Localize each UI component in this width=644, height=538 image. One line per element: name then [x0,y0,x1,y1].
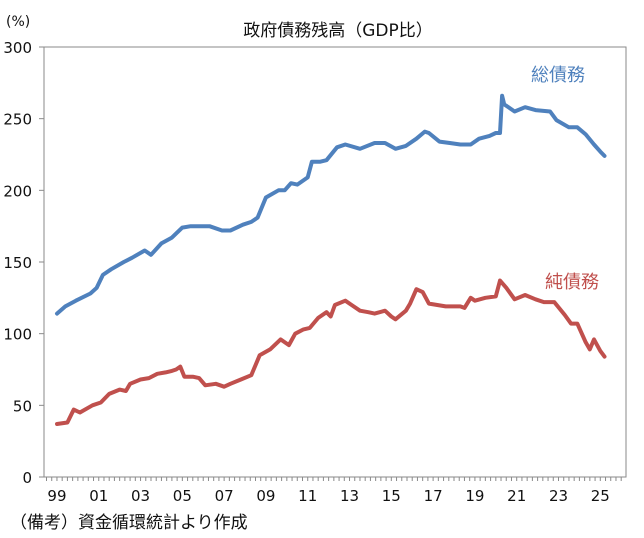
series-lines [55,93,607,426]
x-tick-label: 13 [340,487,359,505]
y-tick-label: 250 [3,111,32,129]
y-tick-label: 200 [3,182,32,200]
y-tick-label: 300 [3,39,32,57]
y-tick-label: 0 [22,469,32,487]
x-tick-label: 99 [47,487,66,505]
net-debt-line [55,278,607,426]
x-tick-label: 17 [424,487,443,505]
y-axis-unit-label: (%) [6,14,30,30]
x-tick-label: 15 [382,487,401,505]
x-axis: 99 01 03 05 07 09 11 13 15 17 19 21 23 25 [46,477,622,505]
x-tick-label: 25 [591,487,610,505]
x-tick-label: 05 [173,487,192,505]
source-note: （備考）資金循環統計より作成 [10,513,248,533]
x-tick-label: 07 [215,487,234,505]
x-tick-label: 01 [89,487,108,505]
x-tick-label: 11 [298,487,317,505]
x-tick-label: 09 [256,487,275,505]
x-tick-label: 03 [131,487,150,505]
y-tick-label: 150 [3,254,32,272]
x-tick-label: 21 [507,487,526,505]
y-tick-label: 100 [3,326,32,344]
gross-debt-line [55,93,607,316]
y-tick-label: 50 [13,397,32,415]
x-tick-label: 23 [549,487,568,505]
legend-gross-debt-label: 総債務 [531,65,585,86]
y-axis: 0 50 100 150 200 250 300 [3,39,44,487]
x-tick-label: 19 [465,487,484,505]
chart-title: 政府債務残高（GDP比） [243,21,433,41]
legend-net-debt-label: 純債務 [545,272,599,293]
